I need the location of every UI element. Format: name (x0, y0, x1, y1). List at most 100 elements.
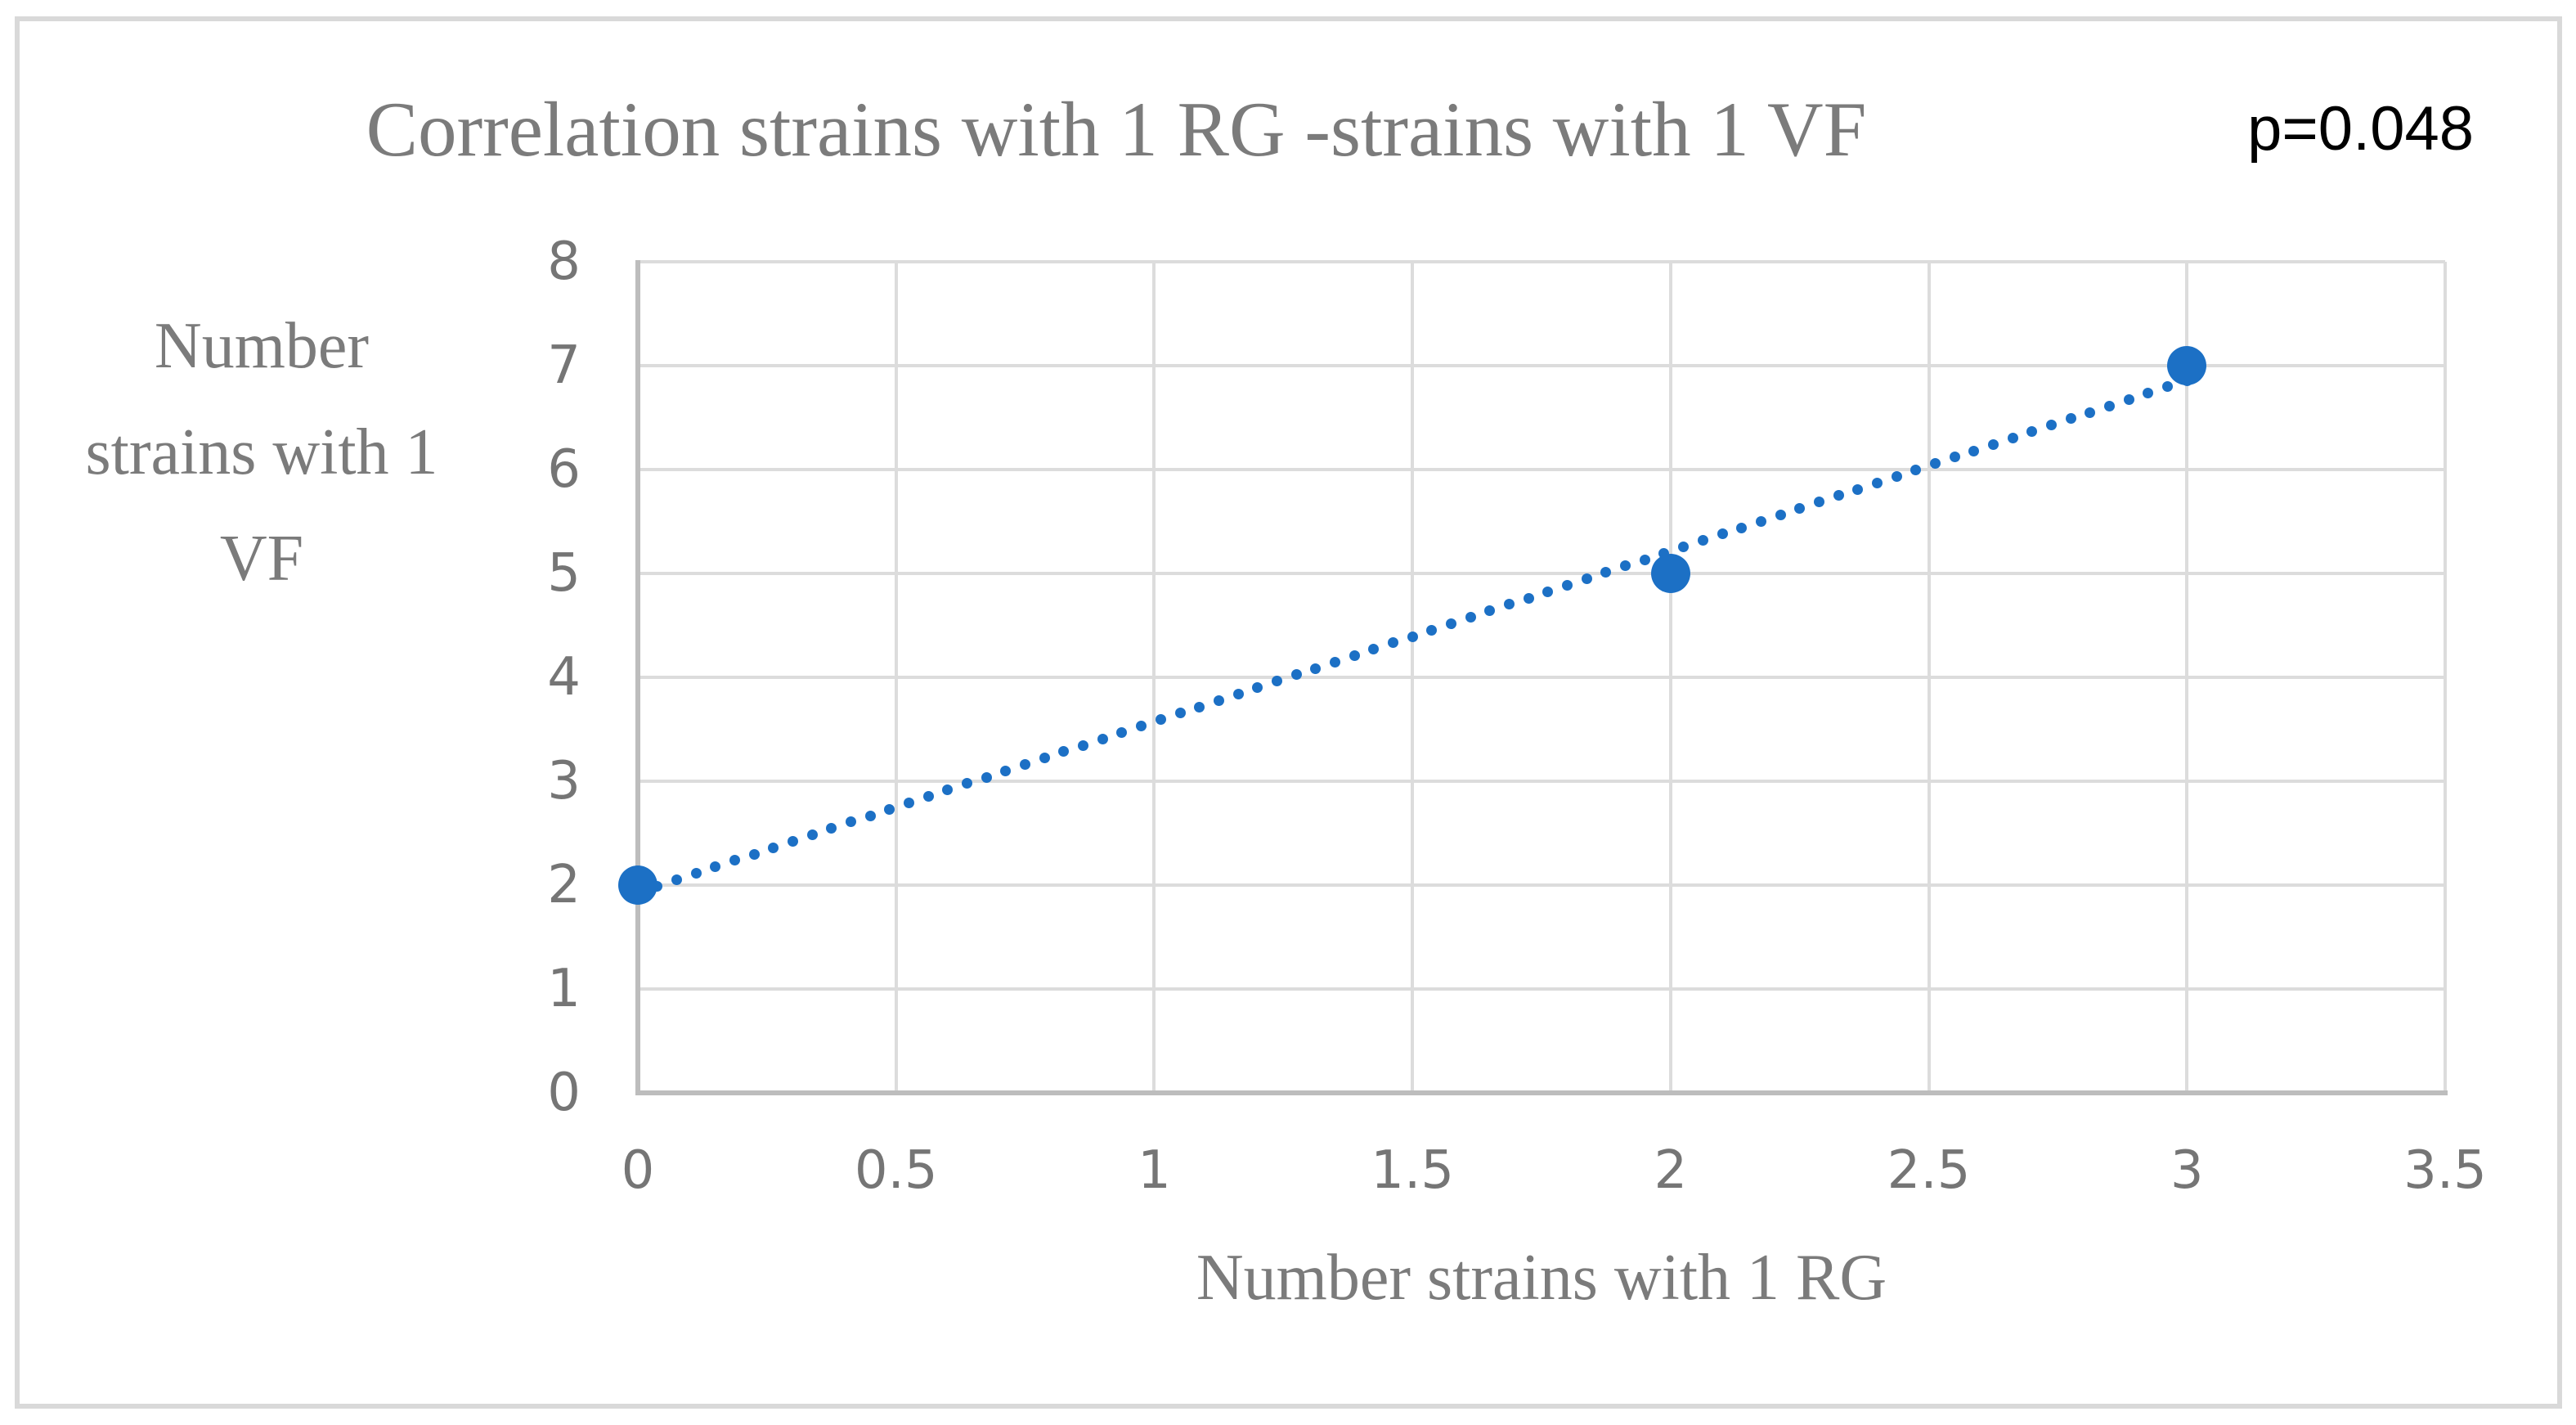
trendline-dot (1949, 452, 1960, 463)
trendline-dot (1213, 695, 1224, 706)
y-gridline (638, 468, 2445, 471)
trendline-dot (1174, 708, 1186, 719)
y-tick-label: 0 (547, 1063, 581, 1123)
trendline-dot (1368, 644, 1380, 655)
trendline-dot (981, 771, 992, 783)
trendline-dot (710, 861, 721, 873)
x-gridline (1152, 262, 1156, 1093)
trendline-dot (1639, 554, 1650, 565)
trendline-dot (1116, 726, 1128, 738)
x-tick-label: 3.5 (2403, 1140, 2487, 1201)
trendline-dot (1929, 458, 1941, 470)
y-gridline (638, 364, 2445, 367)
trendline-dot (1968, 445, 1980, 456)
trendline-dot (1813, 497, 1824, 508)
trendline-dot (1155, 714, 1166, 726)
trendline-dot (1078, 739, 1089, 751)
trendline-dot (1504, 599, 1515, 610)
x-tick-label: 1 (1138, 1140, 1171, 1201)
trendline-dot (1581, 573, 1592, 585)
chart-title: Correlation strains with 1 RG -strains w… (366, 86, 1867, 173)
trendline-dot (1329, 656, 1340, 668)
trendline-dot (1136, 721, 1147, 732)
x-gridline (2444, 262, 2447, 1093)
x-gridline (1411, 262, 1415, 1093)
y-gridline (638, 676, 2445, 679)
y-axis-title: Number strains with 1 VF (16, 293, 507, 612)
trendline-dot (1717, 528, 1728, 540)
x-tick-label: 1.5 (1371, 1140, 1455, 1201)
trendline-dot (1484, 605, 1496, 617)
x-gridline (1668, 262, 1672, 1093)
x-axis-line (635, 1090, 2448, 1095)
trendline-dot (2162, 381, 2174, 393)
trendline-dot (942, 784, 954, 796)
trendline-dot (1000, 765, 1012, 776)
trendline-dot (1020, 759, 1031, 771)
data-point-marker (2167, 346, 2207, 385)
trendline-dot (806, 829, 818, 841)
y-gridline (638, 987, 2445, 991)
y-axis-line (635, 260, 640, 1095)
trendline-dot (1600, 567, 1612, 578)
trendline-dot (1039, 753, 1050, 764)
trendline-dot (1620, 560, 1631, 572)
trendline-dot (1426, 624, 1438, 636)
y-axis-title-line: VF (219, 523, 304, 595)
trendline-dot (1523, 592, 1534, 604)
trendline-dot (2007, 432, 2018, 443)
y-tick-label: 4 (547, 647, 581, 708)
trendline-dot (1097, 733, 1108, 744)
trendline-dot (1407, 631, 1418, 642)
y-gridline (638, 572, 2445, 575)
x-gridline (894, 262, 898, 1093)
x-tick-label: 2.5 (1887, 1140, 1971, 1201)
y-tick-label: 1 (547, 959, 581, 1019)
trendline-dot (962, 778, 973, 789)
trendline-dot (729, 855, 740, 866)
trendline-dot (922, 791, 934, 802)
y-gridline (638, 780, 2445, 783)
trendline-dot (690, 868, 702, 879)
trendline-dot (2085, 407, 2096, 418)
p-value-annotation: p=0.048 (2247, 94, 2474, 164)
trendline-dot (1349, 650, 1360, 661)
y-gridline (638, 883, 2445, 887)
trendline-dot (1446, 618, 1456, 629)
trendline-dot (2143, 388, 2154, 399)
y-gridline (638, 260, 2445, 263)
trendline-dot (748, 848, 760, 860)
trendline-dot (1755, 515, 1766, 527)
trendline-dot (1678, 541, 1690, 552)
trendline-dot (1910, 465, 1922, 476)
trendline-dot (1871, 477, 1883, 488)
trendline-dot (864, 810, 876, 821)
trendline-dot (1252, 682, 1263, 694)
trendline-dot (2065, 413, 2076, 425)
trendline-dot (1194, 701, 1205, 712)
y-tick-label: 5 (547, 543, 581, 604)
trendline-dot (1736, 522, 1748, 533)
x-tick-label: 0.5 (854, 1140, 938, 1201)
trendline-dot (2123, 394, 2134, 405)
trendline-dot (845, 816, 856, 828)
trendline-dot (671, 874, 682, 885)
trendline-dot (2046, 420, 2058, 431)
trendline-dot (1852, 483, 1864, 495)
x-axis-title: Number strains with 1 RG (1196, 1242, 1887, 1314)
trendline-dot (1310, 663, 1322, 674)
x-tick-label: 3 (2170, 1140, 2204, 1201)
trendline-dot (1697, 535, 1708, 546)
trendline-dot (2104, 400, 2116, 411)
y-axis-title-line: strains with 1 (85, 416, 438, 488)
data-point-marker (618, 865, 657, 905)
trendline-dot (826, 823, 837, 834)
y-axis-title-line: Number (154, 310, 370, 382)
trendline-dot (1562, 579, 1573, 591)
x-tick-label: 0 (621, 1140, 655, 1201)
x-gridline (2185, 262, 2189, 1093)
y-tick-label: 7 (547, 335, 581, 396)
trendline-dot (1542, 586, 1554, 597)
